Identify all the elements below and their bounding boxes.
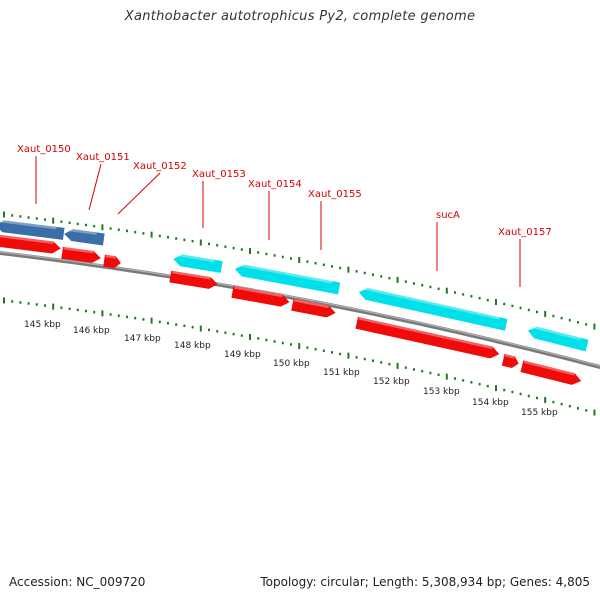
- gene-fwd-1: [0, 234, 61, 254]
- gene-fwd-5-body: [231, 285, 290, 307]
- scale-label: 146 kbp: [73, 326, 110, 336]
- genome-backbone-highlight: [0, 251, 600, 367]
- gene-fwd-6-shine: [294, 299, 329, 309]
- scale-label: 148 kbp: [174, 341, 211, 351]
- gene-suca-body: [358, 288, 508, 331]
- scale-label: 150 kbp: [273, 359, 310, 369]
- gene-xaut-0150: [0, 219, 65, 240]
- gene-xaut-0153: [173, 253, 223, 273]
- gene-fwd-5-shine: [234, 286, 283, 298]
- gene-xaut-0153-shine: [174, 253, 215, 263]
- map-title: Xanthobacter autotrophicus Py2, complete…: [124, 9, 476, 24]
- genome-backbone: [0, 250, 600, 370]
- gene-fwd-3-shine: [105, 254, 116, 259]
- gene-xaut-0157: [527, 325, 589, 352]
- gene-fwd-4-body: [169, 270, 218, 289]
- gene-label: Xaut_0151: [76, 152, 130, 163]
- gene-labels: Xaut_0150Xaut_0151Xaut_0152Xaut_0153Xaut…: [17, 144, 552, 287]
- gene-xaut-0151-body: [64, 229, 105, 246]
- scale-label: 147 kbp: [124, 334, 161, 344]
- gene-label: sucA: [436, 210, 460, 221]
- tick-marks: [3, 211, 596, 416]
- scale-label: 155 kbp: [521, 408, 558, 418]
- gene-fwd-8: [501, 353, 519, 369]
- gene-xaut-0151-shine: [65, 228, 97, 235]
- gene-fwd-1-body: [0, 234, 61, 254]
- gene-fwd-9-shine: [523, 360, 575, 376]
- scale-label: 149 kbp: [224, 350, 261, 360]
- gene-fwd-2-shine: [63, 246, 94, 254]
- gene-fwd-7-shine: [358, 317, 493, 350]
- gene-xaut-0150-shine: [0, 219, 57, 230]
- gene-fwd-8-shine: [505, 354, 515, 359]
- gene-fwd-9: [520, 360, 582, 385]
- gene-xaut-0157-shine: [529, 325, 581, 341]
- scale-labels: 145 kbp 146 kbp 147 kbp 148 kbp 149 kbp 150 k…: [24, 320, 558, 418]
- gene-xaut-0154-shine: [236, 263, 333, 284]
- gene-xaut-0154: [234, 263, 341, 295]
- scale-label: 151 kbp: [323, 368, 360, 378]
- gene-fwd-9-body: [520, 360, 582, 385]
- accession-text: Accession: NC_009720: [9, 575, 146, 589]
- gene-label: Xaut_0154: [248, 179, 302, 190]
- gene-label: Xaut_0157: [498, 227, 552, 238]
- gene-xaut-0154-body: [234, 264, 341, 295]
- gene-xaut-0150-body: [0, 220, 65, 240]
- leader-line: [88, 163, 102, 211]
- gene-fwd-1-shine: [0, 234, 54, 245]
- scale-label: 153 kbp: [423, 387, 460, 397]
- gene-fwd-6: [291, 298, 336, 318]
- gene-xaut-0153-body: [173, 254, 223, 273]
- gene-fwd-4: [169, 270, 218, 289]
- gene-label: Xaut_0150: [17, 144, 71, 155]
- gene-fwd-3-body: [103, 254, 121, 269]
- scale-label: 145 kbp: [24, 320, 61, 330]
- gene-fwd-4-shine: [171, 270, 211, 280]
- genome-summary-text: Topology: circular; Length: 5,308,934 bp…: [260, 575, 590, 589]
- gene-fwd-7: [355, 316, 500, 359]
- scale-label: 154 kbp: [472, 398, 509, 408]
- gene-xaut-0157-body: [527, 326, 589, 352]
- gene-fwd-2-body: [61, 246, 101, 263]
- gene-fwd-6-body: [291, 298, 336, 318]
- leader-line: [117, 172, 161, 215]
- gene-label: Xaut_0155: [308, 189, 362, 200]
- gene-suca: [358, 286, 508, 331]
- gene-label: Xaut_0152: [133, 161, 187, 172]
- scale-label: 152 kbp: [373, 377, 410, 387]
- gene-suca-shine: [360, 286, 500, 320]
- gene-label: Xaut_0153: [192, 169, 246, 180]
- gene-xaut-0151: [64, 228, 105, 246]
- gene-fwd-8-body: [501, 353, 519, 369]
- gene-fwd-5: [231, 285, 290, 307]
- gene-features: [0, 219, 600, 385]
- gene-fwd-3: [103, 254, 121, 269]
- gene-fwd-7-body: [355, 316, 500, 359]
- gene-fwd-2: [61, 246, 101, 263]
